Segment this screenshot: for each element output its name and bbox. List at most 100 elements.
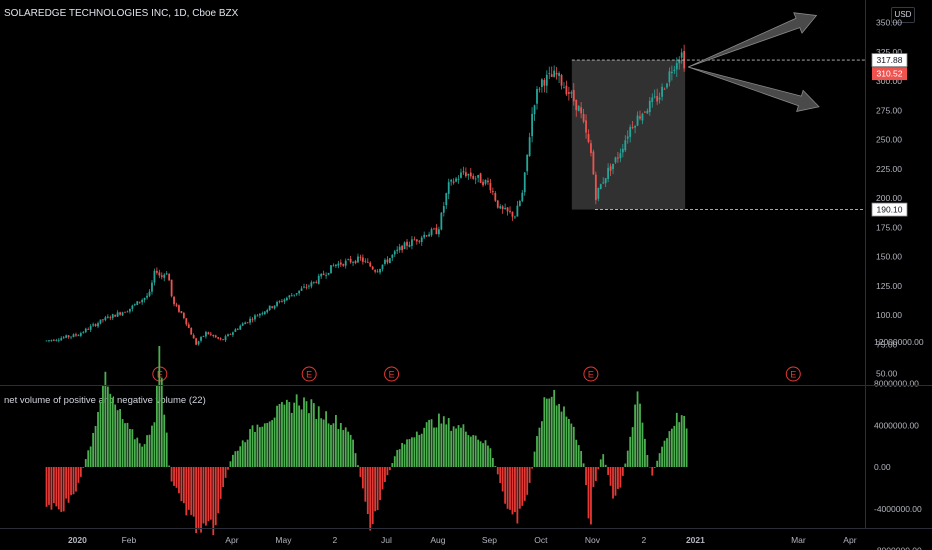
net-volume-bar[interactable]	[244, 442, 247, 467]
candle[interactable]	[651, 93, 654, 108]
net-volume-bar[interactable]	[160, 378, 163, 467]
candle[interactable]	[320, 273, 323, 279]
candle[interactable]	[636, 111, 639, 127]
candle[interactable]	[342, 263, 345, 267]
candle[interactable]	[474, 175, 477, 185]
candle[interactable]	[232, 331, 234, 338]
net-volume-bar[interactable]	[72, 467, 75, 495]
candle[interactable]	[310, 280, 313, 289]
net-volume-bar[interactable]	[75, 467, 77, 492]
candle[interactable]	[197, 340, 200, 346]
net-volume-bar[interactable]	[415, 431, 418, 467]
net-volume-bar[interactable]	[501, 467, 504, 492]
candle[interactable]	[428, 231, 430, 237]
net-volume-bar[interactable]	[450, 430, 453, 467]
net-volume-bar[interactable]	[624, 463, 627, 467]
candle[interactable]	[195, 337, 198, 346]
candle[interactable]	[55, 338, 58, 342]
net-volume-bar[interactable]	[337, 429, 340, 467]
net-volume-bar[interactable]	[295, 394, 298, 467]
candle[interactable]	[332, 263, 335, 267]
net-volume-bar[interactable]	[617, 467, 619, 489]
candle[interactable]	[283, 298, 286, 305]
net-volume-bar[interactable]	[138, 443, 141, 467]
candle[interactable]	[560, 73, 563, 90]
net-volume-bar[interactable]	[106, 386, 109, 467]
candle[interactable]	[398, 243, 401, 253]
candle[interactable]	[420, 235, 423, 246]
candle[interactable]	[155, 267, 158, 275]
candle[interactable]	[158, 269, 161, 279]
candle[interactable]	[528, 132, 531, 157]
net-volume-bar[interactable]	[457, 425, 460, 467]
net-volume-bar[interactable]	[249, 429, 251, 467]
candle[interactable]	[425, 234, 428, 238]
net-volume-bar[interactable]	[97, 412, 99, 467]
candle[interactable]	[258, 313, 261, 318]
down-projection-arrow[interactable]	[688, 66, 820, 112]
candle[interactable]	[97, 321, 99, 329]
net-volume-bar[interactable]	[440, 423, 443, 467]
net-volume-bar[interactable]	[384, 467, 386, 482]
net-volume-bar[interactable]	[141, 446, 144, 467]
net-volume-bar[interactable]	[653, 467, 656, 468]
net-volume-bar[interactable]	[388, 467, 391, 471]
net-volume-bar[interactable]	[111, 397, 114, 467]
net-volume-bar[interactable]	[376, 467, 379, 511]
net-volume-bar[interactable]	[445, 424, 448, 467]
net-volume-bar[interactable]	[361, 467, 364, 489]
net-volume-bar[interactable]	[499, 467, 502, 484]
candle[interactable]	[148, 288, 151, 298]
net-volume-bar[interactable]	[479, 441, 482, 467]
net-volume-bar[interactable]	[553, 389, 556, 467]
net-volume-bar[interactable]	[462, 424, 465, 467]
candle[interactable]	[391, 254, 394, 261]
candle[interactable]	[599, 183, 602, 190]
candle[interactable]	[516, 200, 519, 217]
net-volume-bar[interactable]	[298, 405, 301, 467]
candle[interactable]	[504, 203, 507, 210]
net-volume-bar[interactable]	[594, 467, 597, 481]
net-volume-bar[interactable]	[592, 467, 595, 488]
net-volume-bar[interactable]	[153, 422, 156, 467]
net-volume-bar[interactable]	[57, 467, 60, 510]
candle[interactable]	[602, 177, 605, 185]
net-volume-bar[interactable]	[658, 453, 661, 467]
candle[interactable]	[249, 316, 251, 325]
net-volume-bar[interactable]	[148, 434, 151, 467]
candle[interactable]	[501, 205, 504, 214]
net-volume-bar[interactable]	[543, 397, 546, 467]
candle[interactable]	[376, 269, 379, 273]
net-volume-bar[interactable]	[185, 467, 188, 516]
net-volume-bar[interactable]	[227, 467, 229, 470]
candle[interactable]	[335, 264, 337, 268]
candle[interactable]	[384, 258, 386, 266]
candle[interactable]	[366, 258, 369, 263]
net-volume-bar[interactable]	[629, 436, 632, 467]
candle[interactable]	[209, 332, 212, 337]
candle[interactable]	[393, 249, 396, 257]
candle[interactable]	[563, 82, 565, 89]
candle[interactable]	[344, 258, 347, 269]
net-volume-bar[interactable]	[305, 401, 308, 467]
net-volume-bar[interactable]	[121, 419, 124, 467]
net-volume-bar[interactable]	[300, 409, 303, 467]
candle[interactable]	[205, 330, 207, 339]
candle[interactable]	[182, 311, 185, 320]
candle[interactable]	[511, 211, 514, 221]
candle[interactable]	[526, 154, 529, 176]
candle[interactable]	[639, 110, 641, 121]
net-volume-bar[interactable]	[398, 449, 401, 467]
net-volume-bar[interactable]	[347, 431, 350, 467]
net-volume-bar[interactable]	[222, 467, 224, 487]
net-volume-bar[interactable]	[303, 397, 305, 467]
candle[interactable]	[222, 339, 224, 341]
net-volume-bar[interactable]	[541, 421, 543, 467]
net-volume-bar[interactable]	[258, 427, 261, 467]
candle[interactable]	[442, 202, 445, 217]
net-volume-bar[interactable]	[433, 427, 435, 467]
candle[interactable]	[433, 227, 435, 230]
net-volume-bar[interactable]	[276, 405, 278, 467]
candle[interactable]	[403, 241, 406, 250]
candle[interactable]	[138, 301, 141, 304]
